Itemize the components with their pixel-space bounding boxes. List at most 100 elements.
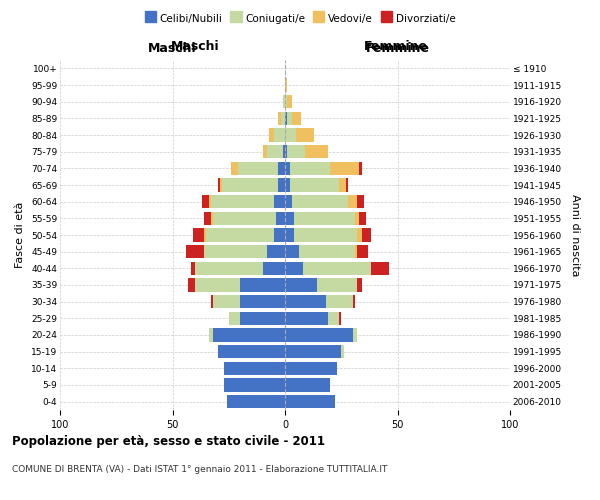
Bar [229, 312, 240, 325]
Bar [213, 328, 285, 342]
Bar [359, 212, 366, 225]
Bar [303, 262, 371, 275]
Bar [317, 278, 357, 291]
Bar [269, 128, 274, 141]
Bar [290, 162, 330, 175]
Bar [353, 295, 355, 308]
Bar [222, 178, 278, 192]
Bar [191, 262, 195, 275]
Bar [186, 245, 204, 258]
Bar [267, 145, 283, 158]
Bar [292, 112, 301, 125]
Bar [238, 162, 278, 175]
Bar [220, 178, 222, 192]
Bar [285, 95, 287, 108]
Bar [209, 195, 211, 208]
Bar [227, 395, 285, 408]
Bar [283, 145, 285, 158]
Bar [339, 312, 341, 325]
Bar [287, 112, 292, 125]
Bar [204, 212, 211, 225]
Bar [294, 212, 355, 225]
Bar [348, 195, 357, 208]
Bar [285, 328, 353, 342]
Text: Femmine: Femmine [365, 42, 430, 55]
Bar [283, 95, 285, 108]
Y-axis label: Anni di nascita: Anni di nascita [571, 194, 580, 276]
Bar [285, 262, 303, 275]
Bar [285, 295, 325, 308]
Bar [218, 178, 220, 192]
Bar [193, 228, 204, 241]
Bar [305, 145, 328, 158]
Bar [209, 328, 213, 342]
Bar [202, 195, 209, 208]
Bar [218, 345, 285, 358]
Bar [285, 128, 296, 141]
Text: Popolazione per età, sesso e stato civile - 2011: Popolazione per età, sesso e stato civil… [12, 435, 325, 448]
Bar [274, 128, 285, 141]
Bar [281, 112, 285, 125]
Bar [299, 245, 355, 258]
Bar [339, 178, 346, 192]
Bar [240, 278, 285, 291]
Bar [267, 245, 285, 258]
Bar [188, 278, 195, 291]
Bar [285, 112, 287, 125]
Bar [285, 145, 287, 158]
Y-axis label: Fasce di età: Fasce di età [16, 202, 25, 268]
Bar [287, 95, 292, 108]
Bar [278, 178, 285, 192]
Bar [195, 262, 263, 275]
Bar [285, 312, 328, 325]
Bar [285, 278, 317, 291]
Bar [287, 145, 305, 158]
Bar [204, 245, 267, 258]
Bar [296, 128, 314, 141]
Bar [213, 212, 276, 225]
Bar [359, 162, 361, 175]
Bar [294, 228, 357, 241]
Bar [357, 245, 368, 258]
Bar [206, 228, 274, 241]
Bar [276, 212, 285, 225]
Bar [285, 78, 287, 92]
Bar [274, 195, 285, 208]
Bar [285, 395, 335, 408]
Bar [278, 112, 281, 125]
Bar [263, 145, 267, 158]
Bar [211, 295, 213, 308]
Bar [240, 312, 285, 325]
Text: Maschi: Maschi [148, 42, 197, 55]
Bar [292, 195, 348, 208]
Bar [211, 212, 213, 225]
Bar [330, 162, 359, 175]
Bar [195, 278, 240, 291]
Bar [278, 162, 285, 175]
Bar [341, 345, 343, 358]
Bar [285, 378, 330, 392]
Bar [357, 278, 361, 291]
Bar [328, 312, 339, 325]
Bar [355, 212, 359, 225]
Bar [357, 228, 361, 241]
Bar [274, 228, 285, 241]
Bar [285, 362, 337, 375]
Bar [204, 228, 206, 241]
Text: Femmine: Femmine [364, 40, 428, 52]
Bar [224, 362, 285, 375]
Bar [355, 245, 357, 258]
Bar [361, 228, 371, 241]
Bar [240, 295, 285, 308]
Bar [346, 178, 348, 192]
Bar [263, 262, 285, 275]
Bar [285, 178, 290, 192]
Legend: Celibi/Nubili, Coniugati/e, Vedovi/e, Divorziati/e: Celibi/Nubili, Coniugati/e, Vedovi/e, Di… [140, 10, 460, 29]
Bar [357, 195, 364, 208]
Bar [224, 378, 285, 392]
Bar [371, 262, 389, 275]
Bar [211, 195, 274, 208]
Bar [353, 328, 357, 342]
Bar [285, 195, 292, 208]
Text: Maschi: Maschi [170, 40, 220, 52]
